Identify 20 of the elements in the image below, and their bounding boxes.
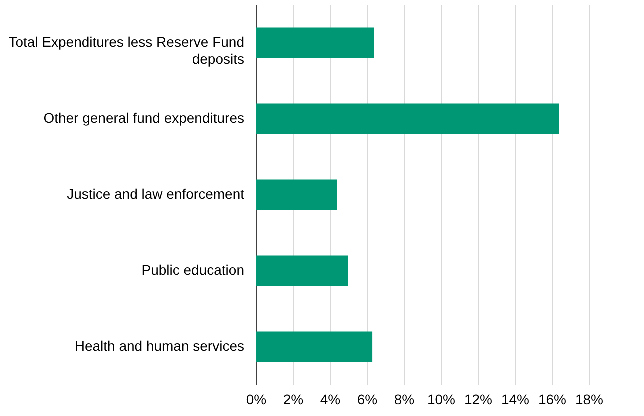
x-tick-label: 16% <box>538 392 567 408</box>
x-tick-label: 6% <box>357 392 378 408</box>
y-tick-label: Other general fund expenditures <box>44 110 244 126</box>
bar <box>256 28 374 58</box>
x-tick-label: 12% <box>464 392 493 408</box>
bar <box>256 180 338 210</box>
x-tick-label: 4% <box>320 392 341 408</box>
bar <box>256 332 373 362</box>
bar <box>256 256 348 286</box>
x-tick-label: 18% <box>575 392 604 408</box>
y-tick-label: Justice and law enforcement <box>67 186 245 202</box>
x-tick-label: 0% <box>246 392 267 408</box>
x-tick-label: 2% <box>283 392 304 408</box>
x-tick-label: 8% <box>394 392 415 408</box>
x-tick-label: 14% <box>501 392 530 408</box>
x-tick-label: 10% <box>427 392 456 408</box>
y-tick-label: Total Expenditures less Reserve Fund deposits <box>8 34 244 67</box>
y-tick-label: Health and human services <box>74 338 244 354</box>
bar <box>256 104 560 134</box>
y-tick-label: Public education <box>142 262 244 278</box>
